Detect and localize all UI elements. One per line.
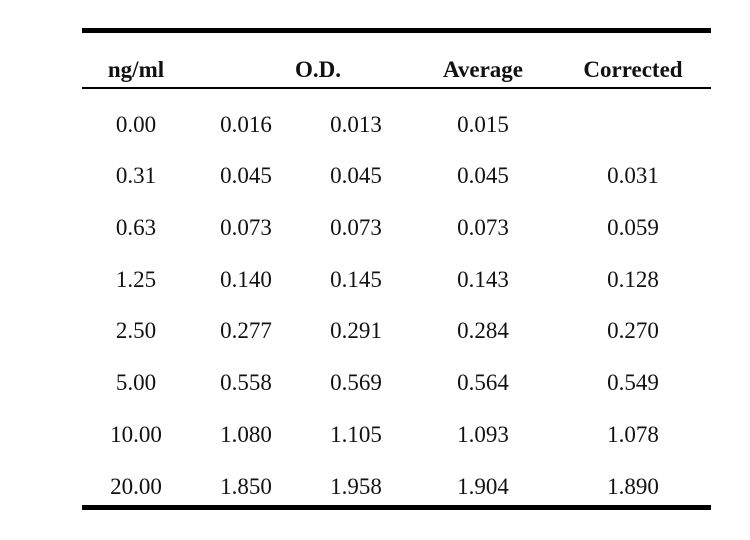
cell-od-2: 0.073 <box>330 215 382 240</box>
cell-concentration: 0.63 <box>115 215 157 240</box>
cell-od-2: 1.105 <box>330 422 382 447</box>
cell-concentration: 0.31 <box>115 163 157 188</box>
cell-average: 0.564 <box>457 370 509 395</box>
cell-od-2: 0.569 <box>330 370 382 395</box>
table-bottom-rule <box>82 505 711 510</box>
header-average: Average <box>442 57 524 82</box>
cell-average: 0.284 <box>457 318 509 343</box>
cell-corrected: 1.890 <box>607 474 659 499</box>
cell-od-2: 0.013 <box>330 112 382 137</box>
cell-average: 0.045 <box>457 163 509 188</box>
cell-od-1: 1.080 <box>220 422 272 447</box>
table-row: 5.00 0.558 0.569 0.564 0.549 <box>82 368 711 398</box>
cell-od-1: 1.850 <box>220 474 272 499</box>
table-row: 20.00 1.850 1.958 1.904 1.890 <box>82 472 711 502</box>
header-concentration: ng/ml <box>107 57 165 82</box>
cell-od-2: 0.145 <box>330 267 382 292</box>
cell-average: 0.073 <box>457 215 509 240</box>
data-table: ng/ml O.D. Average Corrected 0.00 0.016 … <box>82 28 711 510</box>
cell-corrected: 0.059 <box>607 215 659 240</box>
table-header-row: ng/ml O.D. Average Corrected <box>82 33 711 87</box>
cell-concentration: 0.00 <box>115 112 157 137</box>
header-corrected: Corrected <box>583 57 683 82</box>
cell-corrected: 0.128 <box>607 267 659 292</box>
cell-corrected: 0.031 <box>607 163 659 188</box>
cell-concentration: 5.00 <box>115 370 157 395</box>
cell-od-1: 0.140 <box>220 267 272 292</box>
cell-od-2: 0.045 <box>330 163 382 188</box>
cell-concentration: 1.25 <box>115 267 157 292</box>
cell-od-2: 1.958 <box>330 474 382 499</box>
table-row: 0.31 0.045 0.045 0.045 0.031 <box>82 161 711 191</box>
table-row: 2.50 0.277 0.291 0.284 0.270 <box>82 316 711 346</box>
cell-average: 1.904 <box>457 474 509 499</box>
cell-corrected: 1.078 <box>607 422 659 447</box>
cell-average: 0.015 <box>457 112 509 137</box>
cell-concentration: 2.50 <box>115 318 157 343</box>
table-row: 0.63 0.073 0.073 0.073 0.059 <box>82 213 711 243</box>
table-row: 10.00 1.080 1.105 1.093 1.078 <box>82 420 711 450</box>
cell-od-1: 0.016 <box>220 112 272 137</box>
cell-od-1: 0.073 <box>220 215 272 240</box>
cell-concentration: 20.00 <box>110 474 162 499</box>
header-od: O.D. <box>295 57 341 82</box>
cell-corrected: 0.549 <box>607 370 659 395</box>
cell-average: 0.143 <box>457 267 509 292</box>
cell-od-2: 0.291 <box>330 318 382 343</box>
table-row: 1.25 0.140 0.145 0.143 0.128 <box>82 265 711 295</box>
cell-od-1: 0.558 <box>220 370 272 395</box>
table-body: 0.00 0.016 0.013 0.015 0.31 0.045 0.045 … <box>82 89 711 505</box>
cell-od-1: 0.277 <box>220 318 272 343</box>
cell-concentration: 10.00 <box>110 422 162 447</box>
cell-od-1: 0.045 <box>220 163 272 188</box>
table-top-rule <box>82 28 711 33</box>
cell-average: 1.093 <box>457 422 509 447</box>
table-row: 0.00 0.016 0.013 0.015 <box>82 110 711 140</box>
cell-corrected: 0.270 <box>607 318 659 343</box>
table-header-rule <box>82 87 711 89</box>
